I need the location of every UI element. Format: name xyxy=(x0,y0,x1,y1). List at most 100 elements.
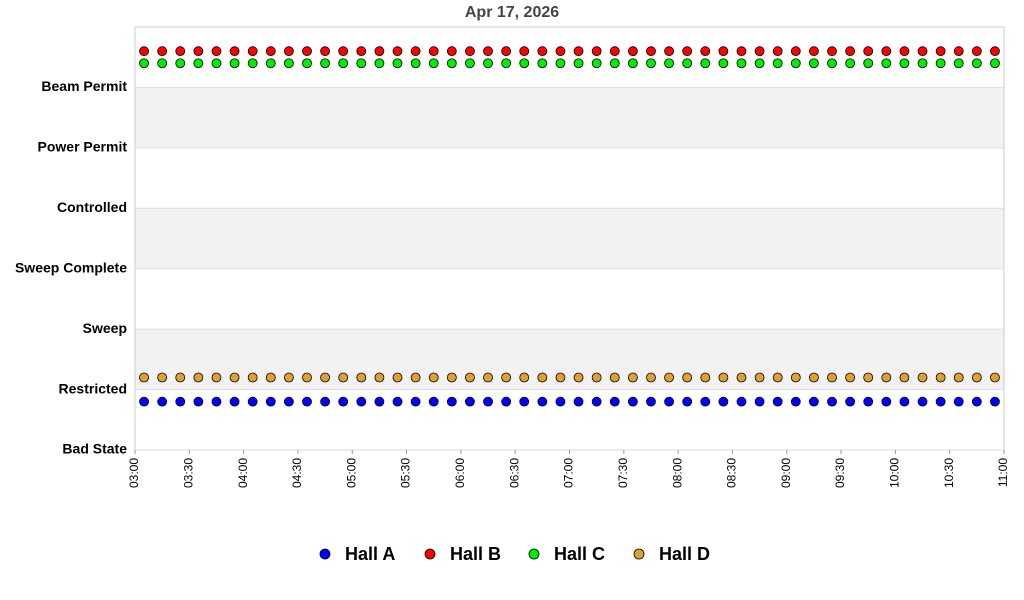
point xyxy=(428,58,439,69)
point xyxy=(247,46,258,57)
point xyxy=(881,46,892,57)
point xyxy=(953,58,964,69)
point xyxy=(754,372,765,383)
point xyxy=(573,58,584,69)
point xyxy=(845,46,856,57)
point xyxy=(899,46,910,57)
point xyxy=(682,46,693,57)
x-tick-label: 11:00 xyxy=(996,458,1010,487)
point xyxy=(483,396,493,407)
point xyxy=(827,372,837,383)
x-tick-label: 08:00 xyxy=(670,458,684,488)
point xyxy=(519,58,530,69)
band xyxy=(135,329,1004,390)
point xyxy=(157,46,168,57)
legend-marker xyxy=(633,548,645,560)
point xyxy=(609,372,620,383)
legend-label: Hall C xyxy=(554,544,605,564)
point xyxy=(754,58,765,69)
point xyxy=(410,396,421,407)
point xyxy=(971,58,982,69)
point xyxy=(392,58,403,69)
legend-marker xyxy=(319,548,331,560)
point xyxy=(374,396,385,407)
point xyxy=(302,46,312,57)
point xyxy=(682,58,693,69)
x-tick-label: 04:30 xyxy=(290,458,304,488)
point xyxy=(428,396,439,407)
point xyxy=(682,372,693,383)
point xyxy=(465,58,475,69)
point xyxy=(356,372,367,383)
point xyxy=(283,372,294,383)
point xyxy=(410,372,421,383)
point xyxy=(193,396,204,407)
point xyxy=(483,46,493,57)
point xyxy=(863,396,874,407)
point xyxy=(320,58,330,69)
point xyxy=(193,46,204,57)
point xyxy=(863,58,874,69)
point xyxy=(790,396,801,407)
y-tick-label: Sweep xyxy=(83,320,127,336)
point xyxy=(265,58,276,69)
x-tick-label: 08:30 xyxy=(725,458,739,488)
point xyxy=(935,58,946,69)
band xyxy=(135,208,1004,269)
point xyxy=(537,58,548,69)
point xyxy=(990,372,1000,383)
point xyxy=(772,58,783,69)
y-tick-label: Beam Permit xyxy=(41,78,127,94)
point xyxy=(609,396,620,407)
point xyxy=(809,372,819,383)
point xyxy=(700,46,711,57)
band xyxy=(135,87,1004,148)
point xyxy=(809,396,819,407)
point xyxy=(917,396,928,407)
legend-marker xyxy=(424,548,436,560)
point xyxy=(736,46,747,57)
point xyxy=(519,372,530,383)
point xyxy=(247,58,258,69)
point xyxy=(953,396,964,407)
x-tick-label: 03:00 xyxy=(127,458,141,488)
point xyxy=(320,372,330,383)
point xyxy=(446,46,457,57)
point xyxy=(627,396,638,407)
point xyxy=(465,372,475,383)
y-tick-label: Sweep Complete xyxy=(15,259,127,275)
point xyxy=(446,396,457,407)
x-tick-label: 06:30 xyxy=(507,458,521,488)
point xyxy=(953,46,964,57)
point xyxy=(700,58,711,69)
y-tick-label: Controlled xyxy=(57,199,127,215)
point xyxy=(283,46,294,57)
point xyxy=(718,372,729,383)
point xyxy=(646,372,656,383)
point xyxy=(664,372,674,383)
point xyxy=(881,58,892,69)
point xyxy=(356,46,367,57)
point xyxy=(845,396,856,407)
point xyxy=(428,372,439,383)
point xyxy=(627,58,638,69)
point xyxy=(211,372,222,383)
point xyxy=(935,46,946,57)
point xyxy=(193,372,204,383)
point xyxy=(320,46,330,57)
point xyxy=(247,372,258,383)
point xyxy=(718,396,729,407)
point xyxy=(338,372,349,383)
point xyxy=(990,396,1000,407)
point xyxy=(537,396,548,407)
legend-marker xyxy=(528,548,540,560)
point xyxy=(139,46,149,57)
point xyxy=(537,372,548,383)
point xyxy=(410,58,421,69)
point xyxy=(374,46,385,57)
point xyxy=(302,372,312,383)
x-tick-label: 06:00 xyxy=(453,458,467,488)
point xyxy=(917,58,928,69)
point xyxy=(229,46,240,57)
